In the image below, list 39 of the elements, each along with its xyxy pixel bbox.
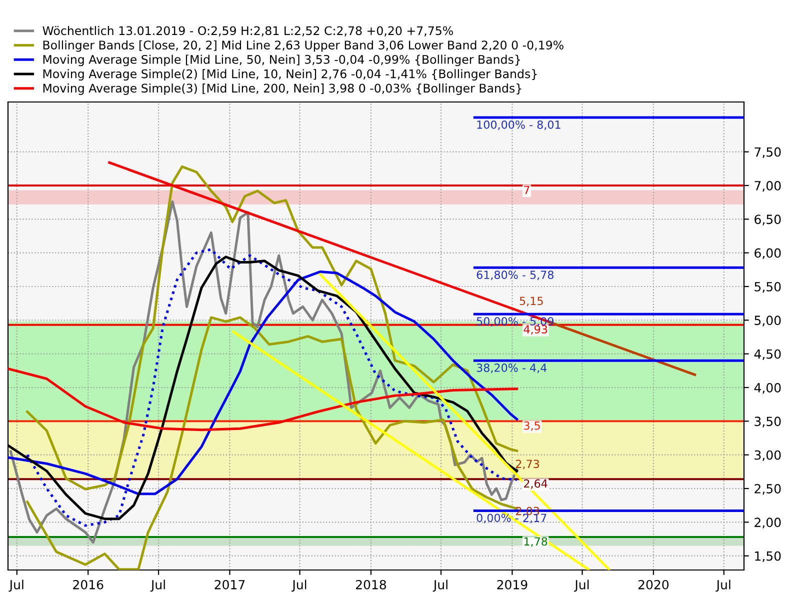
legend-label: Moving Average Simple(2) [Mid Line, 10, Nein] 2,76 -0,04 -1,41% {Bollinger Bands} xyxy=(43,69,537,81)
y-tick-label: 4,00 xyxy=(754,382,781,394)
legend-label: Moving Average Simple [Mid Line, 50, Nein] 3,53 -0,04 -0,99% {Bollinger Bands} xyxy=(43,54,520,66)
legend-label: Moving Average Simple(3) [Mid Line, 200, Nein] 3,98 0 -0,03% {Bollinger Bands} xyxy=(43,83,522,95)
ref-line-label: 2,64 xyxy=(524,479,548,489)
x-tick-label: Jul xyxy=(150,580,165,592)
ref-line-label: 1,78 xyxy=(524,537,548,547)
x-tick-label: Jul xyxy=(716,580,730,592)
y-tick-label: 3,50 xyxy=(754,416,781,428)
y-tick-label: 3,00 xyxy=(754,450,781,462)
ref-line-label: 7 xyxy=(524,186,530,194)
annotation: 100,00% - 8,01 xyxy=(477,120,560,130)
x-tick-label: 2020 xyxy=(638,580,669,590)
y-tick-label: 7,50 xyxy=(754,147,781,158)
ref-line-label: 3,5 xyxy=(524,421,540,431)
y-tick-label: 7,00 xyxy=(754,180,781,192)
y-tick-label: 6,00 xyxy=(754,248,781,260)
x-tick-label: 2018 xyxy=(356,580,386,590)
y-tick-label: 1,50 xyxy=(755,551,781,562)
legend-label: Bollinger Bands [Close, 20, 2] Mid Line 2,63 Upper Band 3,06 Lower Band 2,20 0 -0,19% xyxy=(43,40,564,52)
x-tick-label: Jul xyxy=(432,580,448,592)
x-tick-label: 2019 xyxy=(497,580,528,590)
x-tick-label: 2016 xyxy=(73,580,104,590)
y-tick-label: 2,50 xyxy=(754,484,781,495)
x-tick-label: Jul xyxy=(574,580,589,592)
y-tick-label: 6,50 xyxy=(754,214,781,226)
annotation: 61,80% - 5,78 xyxy=(476,270,554,280)
x-tick-label: 2017 xyxy=(214,580,245,590)
annotation: 5,15 xyxy=(520,296,543,306)
y-tick-label: 5,50 xyxy=(754,282,781,293)
x-tick-label: Jul xyxy=(8,580,24,592)
y-tick-label: 4,50 xyxy=(754,349,781,360)
y-tick-label: 2,00 xyxy=(754,518,781,528)
annotation: 2,73 xyxy=(516,460,539,470)
annotation: 38,20% - 4,4 xyxy=(476,364,547,374)
y-tick-label: 5,00 xyxy=(754,316,781,326)
legend-label: Wöchentlich 13.01.2019 - O:2,59 H:2,81 L:2,52 C:2,78 +0,20 +7,75% xyxy=(42,26,453,36)
x-tick-label: Jul xyxy=(292,580,306,592)
ref-line-label: 4,93 xyxy=(524,325,548,335)
